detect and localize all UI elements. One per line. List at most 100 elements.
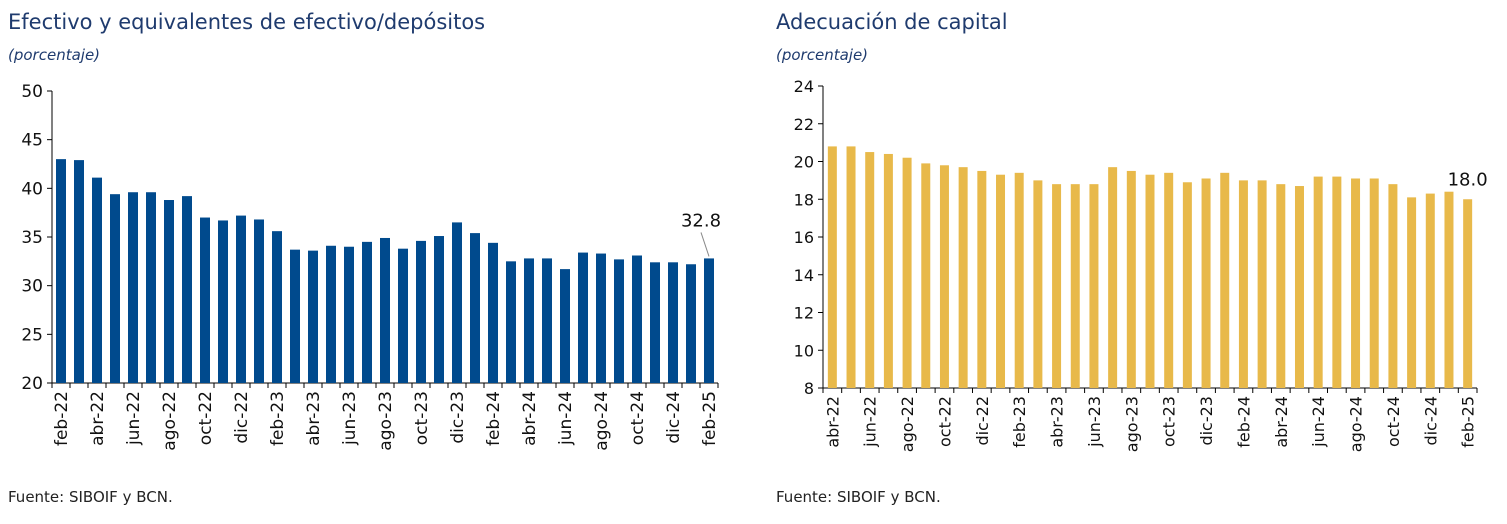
y-tick-label: 12	[794, 304, 814, 323]
y-tick-label: 20	[794, 153, 814, 172]
x-tick-label: ago-23	[376, 391, 396, 451]
bar-abr-23	[1052, 184, 1062, 388]
x-tick-label: feb-24	[1234, 396, 1253, 448]
y-tick-label: 35	[21, 228, 43, 248]
bar-ago-23	[1126, 170, 1136, 388]
chart-source: Fuente: SIBOIF y BCN.	[8, 488, 173, 506]
bar-may-24	[1294, 186, 1304, 388]
x-tick-label: ago-22	[898, 396, 917, 452]
bar-jun-23	[1089, 184, 1099, 388]
x-tick-label: feb-25	[700, 391, 720, 446]
bar-jul-22	[146, 192, 156, 383]
bar-dic-24	[1425, 193, 1435, 388]
bar-mar-24	[506, 261, 516, 383]
y-tick-label: 24	[794, 77, 814, 96]
x-tick-label: jun-22	[861, 396, 880, 448]
bar-jul-23	[1108, 167, 1118, 388]
y-tick-label: 20	[21, 374, 43, 394]
bar-abr-23	[308, 250, 318, 383]
y-tick-label: 30	[21, 277, 43, 297]
x-tick-label: oct-23	[1160, 396, 1179, 447]
bar-sep-24	[614, 259, 624, 383]
chart-panel-efectivo: Efectivo y equivalentes de efectivo/depó…	[8, 10, 721, 506]
bar-oct-23	[1164, 172, 1174, 388]
bar-abr-24	[524, 258, 534, 383]
bar-abr-22	[827, 146, 837, 388]
bar-sep-22	[182, 196, 192, 383]
x-tick-label: oct-23	[412, 391, 432, 445]
bar-nov-23	[434, 236, 444, 383]
bar-sep-23	[1145, 174, 1155, 388]
x-tick-label: oct-22	[196, 391, 216, 445]
x-tick-label: jun-24	[556, 391, 576, 446]
bar-dic-23	[452, 222, 462, 383]
bar-mar-23	[290, 249, 300, 383]
bar-jun-24	[560, 269, 570, 383]
bar-ene-23	[996, 174, 1006, 388]
x-tick-label: ago-24	[1347, 396, 1366, 452]
bar-may-22	[110, 194, 120, 383]
bar-may-23	[1070, 184, 1080, 388]
bar-feb-24	[1238, 180, 1248, 388]
y-tick-label: 18	[794, 190, 814, 209]
x-tick-label: oct-22	[935, 396, 954, 447]
bar-nov-24	[1407, 197, 1417, 388]
x-tick-label: oct-24	[628, 391, 648, 445]
bar-feb-25	[704, 258, 714, 383]
x-tick-label: dic-23	[1197, 396, 1216, 446]
x-tick-label: jun-23	[1085, 396, 1104, 448]
bar-dic-22	[977, 170, 987, 388]
y-tick-label: 40	[21, 179, 43, 199]
bar-mar-22	[74, 160, 84, 383]
bar-nov-24	[650, 262, 660, 383]
chart-subtitle: (porcentaje)	[776, 46, 869, 64]
bar-jul-24	[578, 252, 588, 383]
x-tick-label: abr-24	[1272, 396, 1291, 448]
bar-oct-24	[632, 255, 642, 383]
data-label-last: 32.8	[681, 210, 721, 231]
bar-chart-efectivo: 20 25 30 35 40 45 50 feb-22 abr-22 jun-22 ago-22 oc…	[21, 82, 721, 451]
bar-mar-23	[1033, 180, 1043, 388]
x-tick-label: jun-22	[124, 391, 144, 446]
data-label-last: 18.0	[1448, 169, 1488, 190]
bar-may-22	[846, 146, 856, 388]
y-tick-label: 10	[794, 341, 814, 360]
bar-abr-22	[92, 177, 102, 383]
x-tick-label: dic-24	[1421, 396, 1440, 446]
bar-may-23	[326, 245, 336, 383]
bar-jun-22	[128, 192, 138, 383]
bar-ago-24	[596, 253, 606, 383]
bar-may-24	[542, 258, 552, 383]
bar-jun-24	[1313, 176, 1323, 388]
bar-ago-22	[902, 157, 912, 388]
x-tick-label: ago-23	[1122, 396, 1141, 452]
x-tick-label: abr-24	[520, 391, 540, 446]
bar-sep-23	[398, 248, 408, 383]
y-tick-label: 22	[794, 115, 814, 134]
bar-feb-25	[1463, 199, 1473, 388]
x-tick-label: abr-22	[88, 391, 108, 446]
chart-title: Adecuación de capital	[776, 10, 1008, 34]
x-tick-label: feb-22	[52, 391, 72, 446]
bar-sep-24	[1369, 178, 1379, 388]
y-tick-label: 14	[794, 266, 814, 285]
annotation-leader-line	[700, 232, 710, 257]
x-tick-label: dic-22	[232, 391, 252, 444]
bar-jul-23	[362, 241, 372, 383]
bar-dic-22	[236, 215, 246, 383]
bar-oct-22	[939, 165, 949, 388]
bar-nov-23	[1182, 182, 1192, 388]
x-tick-label: dic-22	[973, 396, 992, 446]
bar-oct-24	[1388, 184, 1398, 388]
bar-dic-23	[1201, 178, 1211, 388]
x-tick-label: feb-25	[1459, 396, 1478, 448]
bar-oct-23	[416, 240, 426, 383]
bar-jul-22	[883, 153, 893, 388]
x-tick-label: ago-24	[592, 391, 612, 451]
y-tick-label: 25	[21, 325, 43, 345]
bar-ago-24	[1351, 178, 1361, 388]
bar-dic-24	[668, 262, 678, 383]
bar-ene-24	[1220, 172, 1230, 388]
x-tick-label: dic-23	[448, 391, 468, 444]
bar-chart-adecuacion: 8 10 12 14 16 18 20 22 24 abr-22 jun-22 ago-22 oct-2…	[794, 77, 1488, 452]
